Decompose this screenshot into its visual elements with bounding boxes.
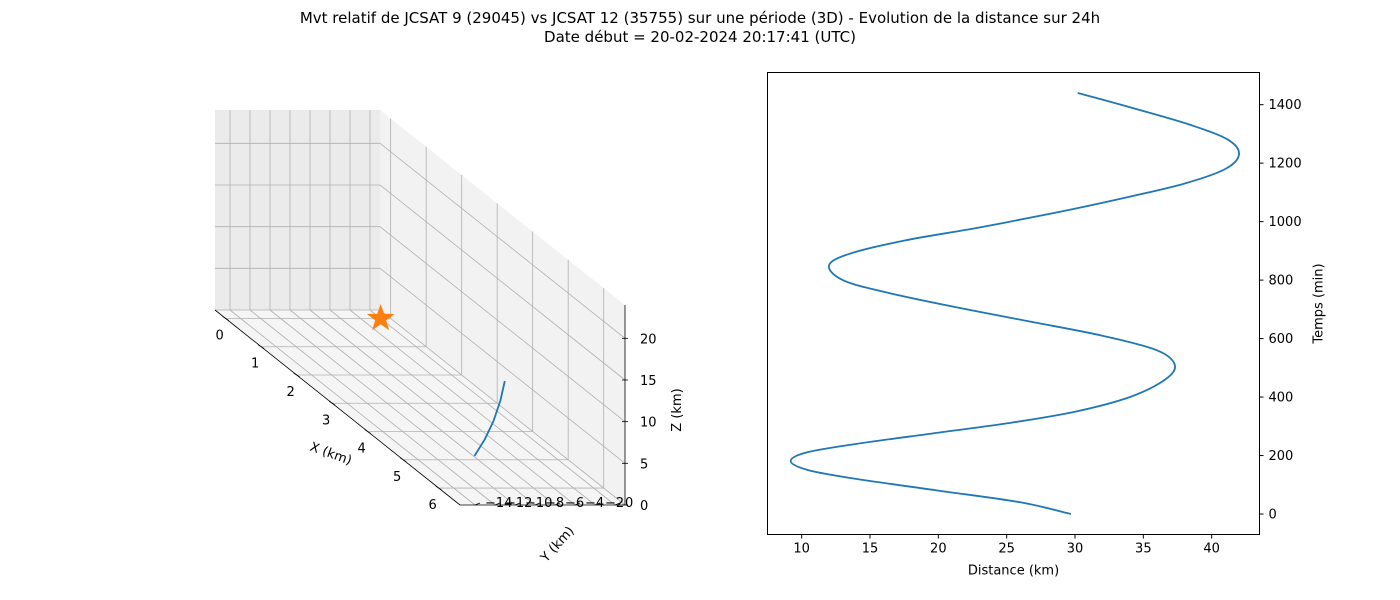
figure-title: Mvt relatif de JCSAT 9 (29045) vs JCSAT … bbox=[0, 9, 1400, 47]
floor-pane bbox=[215, 310, 625, 505]
x-tick-label: 10 bbox=[793, 542, 810, 557]
x-tick-mark bbox=[328, 400, 336, 406]
y-tick-mark bbox=[494, 502, 501, 506]
x-tick-label: 4 bbox=[358, 442, 366, 457]
back-pane bbox=[380, 110, 625, 505]
y-tick-mark bbox=[554, 502, 561, 506]
trajectory-line bbox=[473, 380, 506, 457]
y-tick-label: −2 bbox=[605, 496, 624, 511]
x-tick-mark bbox=[435, 485, 442, 491]
grid-line-y-floor bbox=[269, 309, 516, 506]
x-tick-label: 40 bbox=[1203, 542, 1220, 557]
x-tick-label: 30 bbox=[1067, 542, 1084, 557]
y-tick-label: −8 bbox=[545, 496, 564, 511]
x-axis-line bbox=[214, 309, 461, 506]
x-tick-label: 0 bbox=[216, 328, 224, 343]
y-tick-label: −4 bbox=[585, 496, 604, 511]
y-tick-label: 1000 bbox=[1269, 215, 1302, 230]
grid-line-z-back bbox=[379, 143, 626, 339]
x-tick-mark bbox=[257, 344, 265, 350]
z-tick-label: 20 bbox=[640, 332, 657, 347]
x-tick-label: 35 bbox=[1135, 542, 1152, 557]
x-tick-label: 5 bbox=[393, 470, 401, 485]
axes-lines-3d bbox=[214, 305, 628, 506]
y-tick-label: 200 bbox=[1269, 449, 1294, 464]
distance-series-line bbox=[789, 92, 1240, 515]
x-tick-label: 20 bbox=[930, 542, 947, 557]
y-tick-label: 800 bbox=[1269, 274, 1294, 289]
left-pane bbox=[215, 110, 380, 310]
x-tick-mark bbox=[364, 429, 371, 434]
star-marker bbox=[366, 303, 395, 331]
z-tick-label: 5 bbox=[640, 457, 648, 472]
x-tick-label: 15 bbox=[862, 542, 879, 557]
grid-line-y-floor bbox=[329, 309, 576, 506]
grid-line-y-floor bbox=[309, 309, 556, 506]
y-tick-mark bbox=[534, 502, 541, 506]
x-tick-label: 3 bbox=[322, 413, 330, 428]
grid-line-y-floor bbox=[229, 309, 476, 506]
y-tick-label: 400 bbox=[1269, 391, 1294, 406]
x-axis-label: X (km) bbox=[308, 440, 354, 469]
grid-line-y-floor bbox=[289, 309, 536, 506]
x-tick-mark bbox=[222, 316, 229, 321]
z-tick-label: 10 bbox=[640, 416, 657, 431]
y-tick-label: 0 bbox=[1269, 508, 1277, 523]
x-tick-label: 1 bbox=[251, 357, 259, 372]
z-tick-label: 0 bbox=[640, 499, 648, 514]
y-tick-mark bbox=[594, 502, 601, 506]
x-tick-mark bbox=[293, 372, 300, 378]
x-tick-label: 25 bbox=[998, 542, 1015, 557]
grid-line-z-back bbox=[379, 226, 626, 422]
chart-distance-vs-time: 10 15 20 25 30 35 400200400600800100012001400D… bbox=[767, 72, 1327, 579]
y-axis-label: Y (km) bbox=[537, 524, 577, 566]
y-tick-label: 1200 bbox=[1269, 157, 1302, 172]
grid-line-z-back bbox=[379, 184, 626, 381]
y-tick-mark bbox=[514, 502, 521, 506]
y-tick-label: −14 bbox=[485, 496, 512, 511]
y-tick-label: 0 bbox=[625, 496, 633, 511]
y-tick-label: 1400 bbox=[1269, 98, 1302, 113]
grid-line-y-floor bbox=[349, 309, 596, 506]
y-tick-mark bbox=[474, 502, 481, 506]
y-tick-label: −12 bbox=[505, 496, 532, 511]
x-tick-label: 6 bbox=[429, 498, 437, 513]
y-tick-mark bbox=[614, 502, 621, 506]
grid-line-z-back bbox=[379, 309, 626, 506]
y-axis-label: Temps (min) bbox=[1312, 263, 1327, 344]
grid-line-y-floor bbox=[249, 309, 496, 506]
figure-title-line1: Mvt relatif de JCSAT 9 (29045) vs JCSAT … bbox=[299, 9, 1101, 27]
plot-frame bbox=[767, 72, 1260, 535]
figure-title-line2: Date début = 20-02-2024 20:17:41 (UTC) bbox=[544, 28, 856, 46]
axes3d-panes bbox=[215, 110, 625, 505]
y-tick-label: 600 bbox=[1269, 332, 1294, 347]
y-tick-mark bbox=[574, 502, 581, 506]
grid-line-z-back bbox=[379, 268, 626, 464]
z-tick-label: 15 bbox=[640, 374, 657, 389]
x-axis-label: Distance (km) bbox=[968, 564, 1059, 579]
y-tick-label: −6 bbox=[565, 496, 584, 511]
grid-line-y-floor bbox=[369, 309, 616, 506]
x-tick-label: 2 bbox=[287, 385, 295, 400]
z-axis-label: Z (km) bbox=[670, 388, 685, 431]
y-tick-label: −10 bbox=[525, 496, 552, 511]
grid-3d bbox=[215, 110, 626, 506]
x-tick-mark bbox=[399, 457, 407, 463]
